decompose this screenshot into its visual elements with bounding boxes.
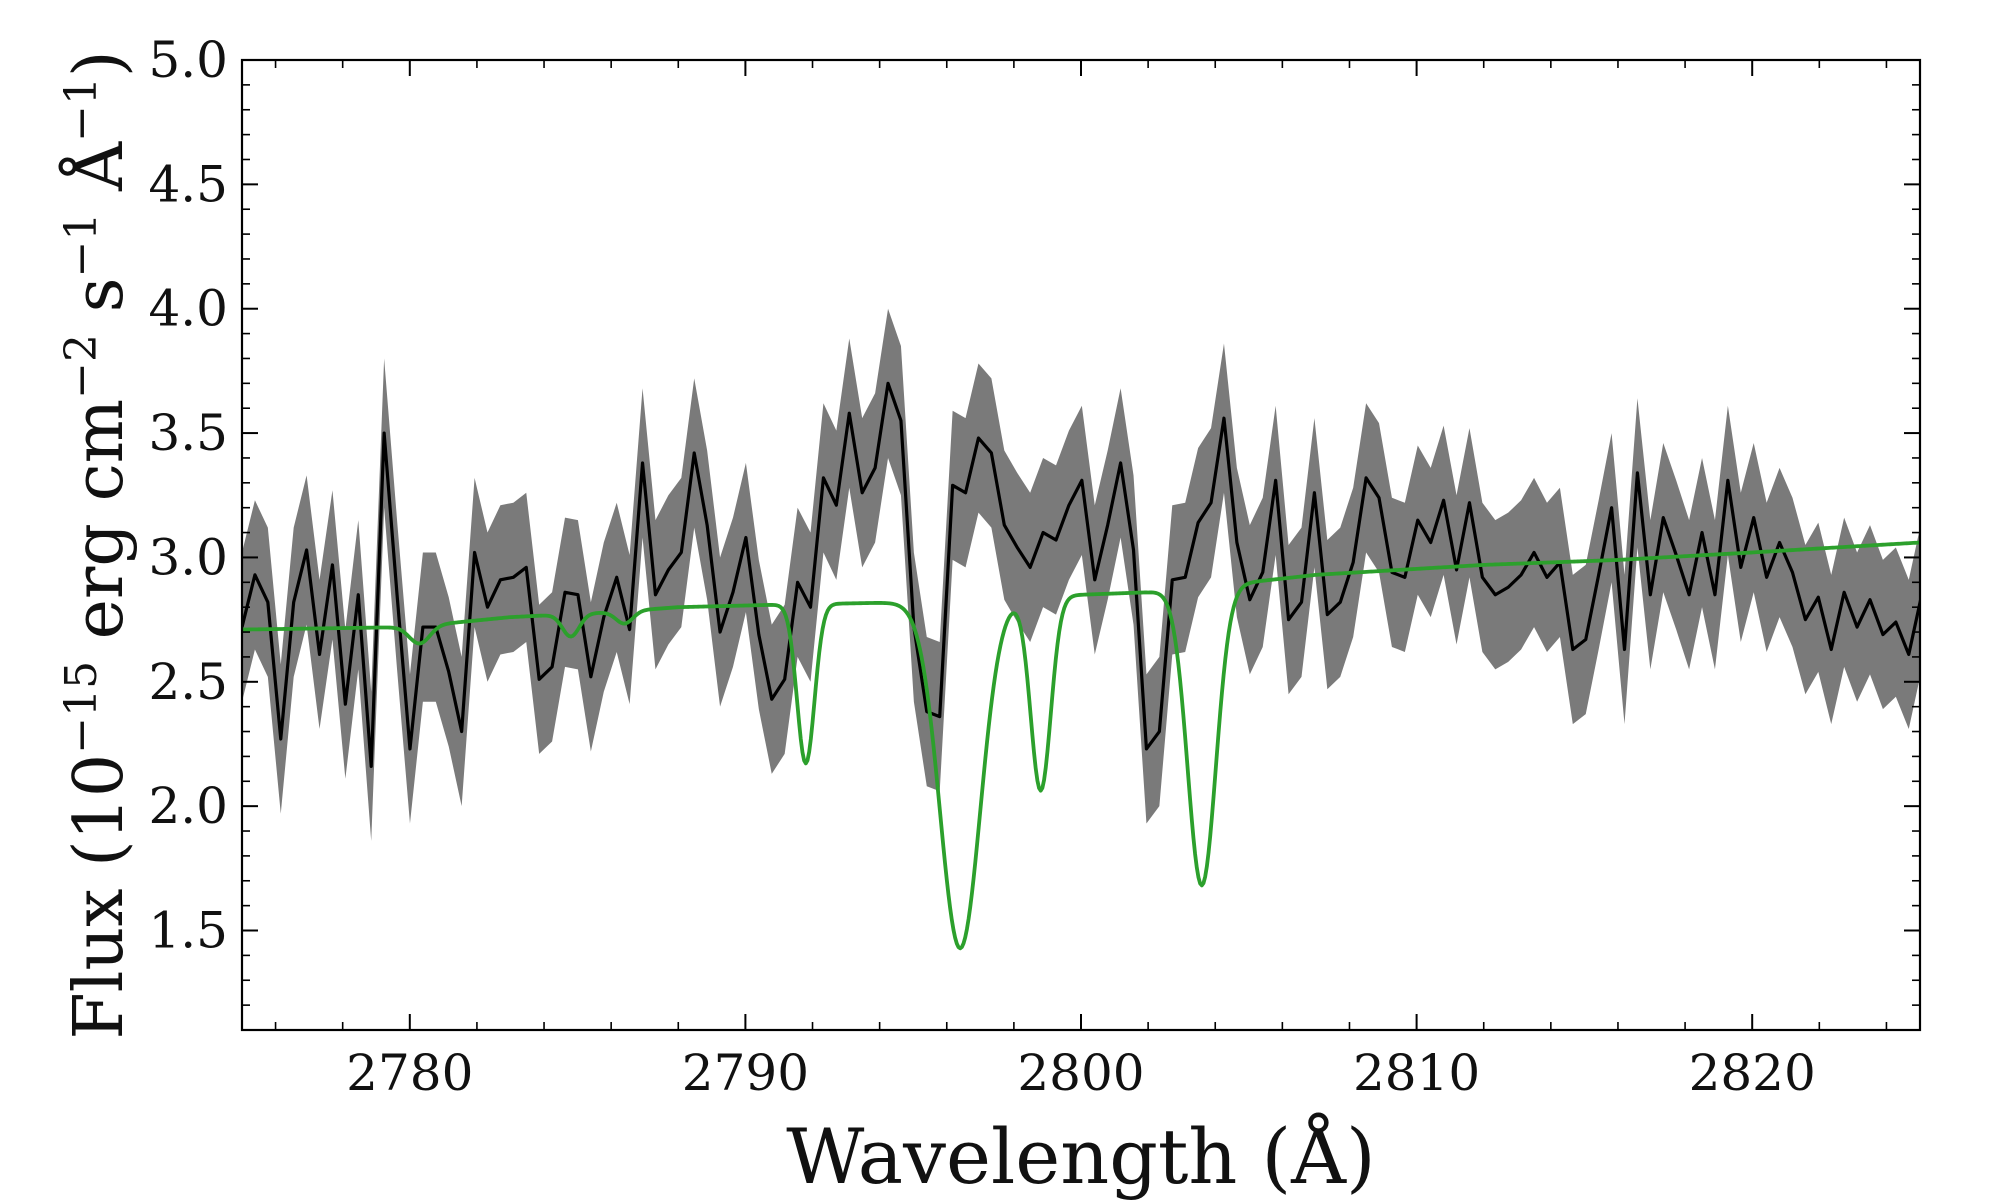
y-axis-title-mid1: erg cm <box>60 399 139 661</box>
y-axis-title-exp3: −1 <box>56 213 107 278</box>
y-tick-label: 1.5 <box>148 902 228 960</box>
y-tick-label: 5.0 <box>148 31 228 89</box>
y-axis-title: Flux (10−15 erg cm−2 s−1 Å−1) <box>56 50 139 1039</box>
y-axis-tick-labels: 1.5 2.0 2.5 3.0 3.5 4.0 4.5 5.0 <box>148 31 228 960</box>
y-tick-label: 3.0 <box>148 528 228 586</box>
y-tick-label: 4.0 <box>148 280 228 338</box>
y-axis-title-exp1: −15 <box>56 661 107 754</box>
x-tick-label: 2810 <box>1353 1044 1480 1102</box>
x-tick-label: 2820 <box>1689 1044 1816 1102</box>
error-band <box>242 308 1920 841</box>
y-axis-title-mid3: Å <box>59 141 139 213</box>
y-tick-label: 2.0 <box>148 777 228 835</box>
y-axis-title-prefix: Flux (10 <box>60 754 139 1040</box>
y-axis-title-mid2: s <box>60 277 139 334</box>
model-spectrum-line <box>242 540 1920 951</box>
x-tick-label: 2780 <box>346 1044 473 1102</box>
plot-data-layer <box>242 308 1920 951</box>
x-tick-label: 2790 <box>682 1044 809 1102</box>
x-axis-title: Wavelength (Å) <box>786 1111 1375 1200</box>
x-axis-tick-labels: 2780 2790 2800 2810 2820 <box>346 1044 1816 1102</box>
axis-ticks <box>242 59 1920 1031</box>
y-tick-label: 3.5 <box>148 404 228 462</box>
y-axis-title-exp4: −1 <box>56 77 107 142</box>
y-axis-title-exp2: −2 <box>56 334 107 399</box>
y-tick-label: 2.5 <box>148 653 228 711</box>
observed-spectrum-line <box>242 381 1920 768</box>
y-axis-title-suffix: ) <box>60 50 139 77</box>
y-tick-label: 4.5 <box>148 155 228 213</box>
x-tick-label: 2800 <box>1017 1044 1144 1102</box>
